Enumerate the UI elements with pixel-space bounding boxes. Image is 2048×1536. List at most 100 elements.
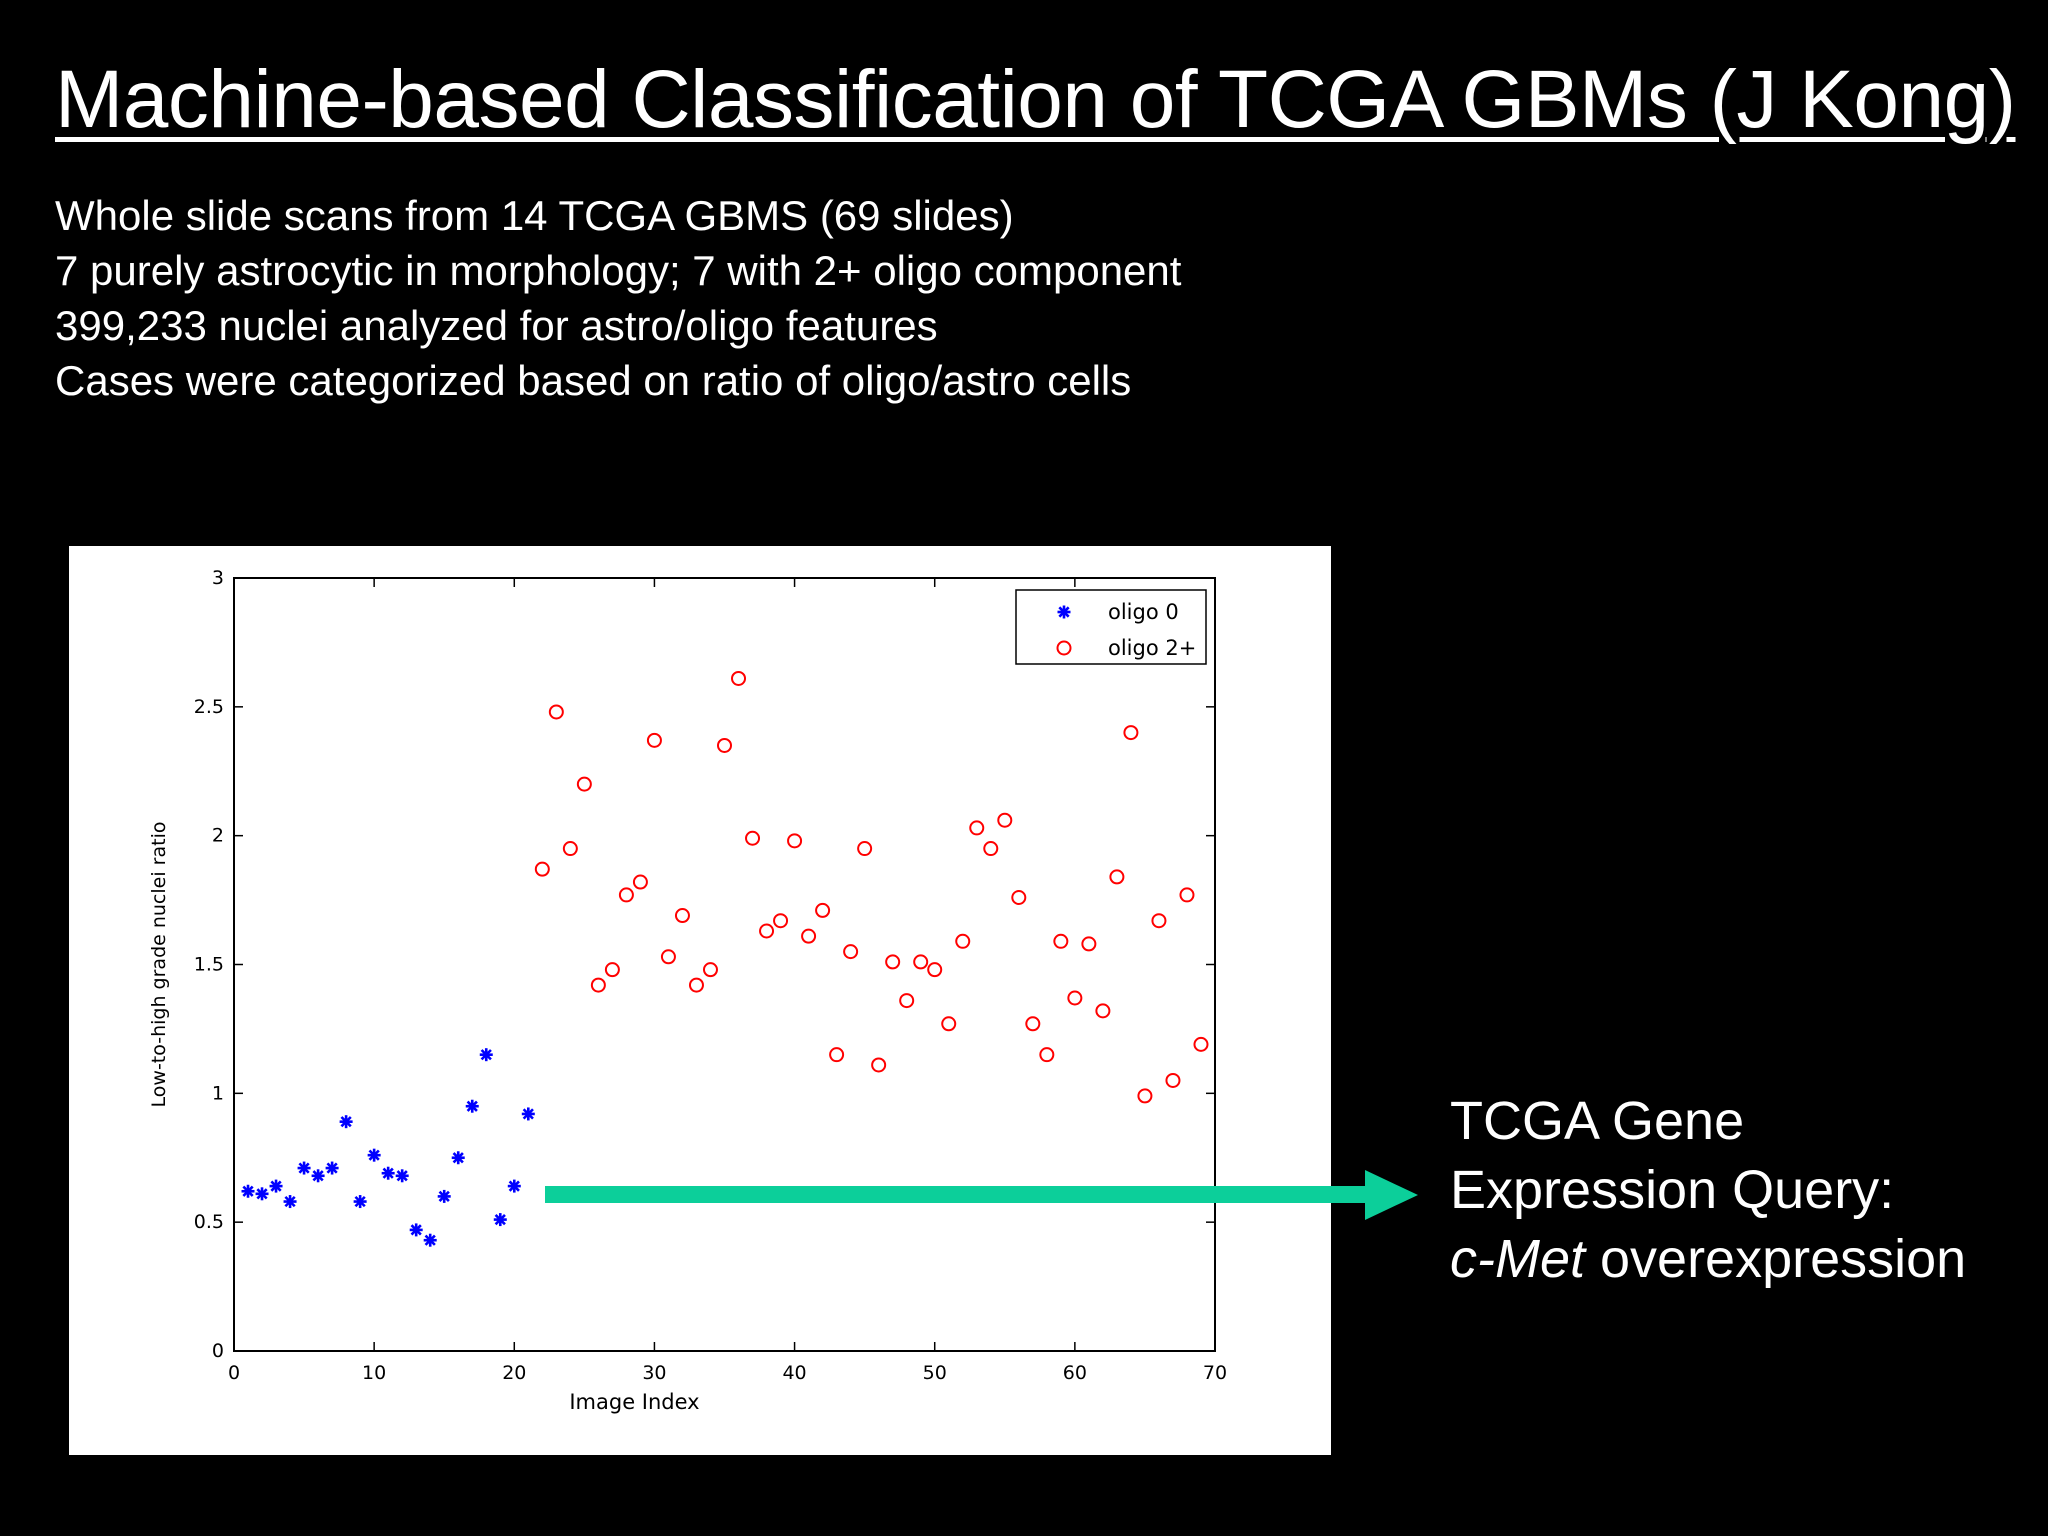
x-tick-label: 0 (228, 1362, 240, 1384)
oligo-2plus-point (534, 861, 550, 877)
oligo-0-point (479, 1048, 493, 1062)
legend-marker-oligo-2plus (1056, 640, 1072, 656)
oligo-2plus-point (674, 908, 690, 924)
oligo-0-point (241, 1184, 255, 1198)
y-tick-label: 0.5 (194, 1211, 224, 1233)
oligo-2plus-point (871, 1057, 887, 1073)
y-tick-label: 2 (212, 825, 224, 847)
oligo-2plus-point (815, 902, 831, 918)
x-tick-label: 70 (1203, 1362, 1227, 1384)
oligo-2plus-point (759, 923, 775, 939)
y-tick-label: 2.5 (194, 696, 224, 718)
oligo-2plus-point (1165, 1072, 1181, 1088)
oligo-2plus-point (562, 841, 578, 857)
oligo-2plus-point (1067, 990, 1083, 1006)
y-tick-label: 1 (212, 1082, 224, 1104)
oligo-2plus-point (646, 732, 662, 748)
y-tick-label: 3 (212, 567, 224, 589)
oligo-2plus-point (1151, 913, 1167, 929)
bullet-list: Whole slide scans from 14 TCGA GBMS (69 … (55, 188, 1181, 408)
y-axis-label: Low-to-high grade nuclei ratio (148, 822, 170, 1108)
oligo-2plus-point (1179, 887, 1195, 903)
bullet-item: Whole slide scans from 14 TCGA GBMS (69 … (55, 192, 1014, 239)
oligo-2plus-point (913, 954, 929, 970)
y-tick-label: 1.5 (194, 954, 224, 976)
oligo-0-point (423, 1233, 437, 1247)
callout-line-3-rest: overexpression (1585, 1229, 1967, 1289)
oligo-2plus-point (899, 993, 915, 1009)
oligo-0-point (255, 1187, 269, 1201)
oligo-0-point (353, 1195, 367, 1209)
x-axis-label: Image Index (569, 1390, 699, 1414)
oligo-2plus-point (941, 1016, 957, 1032)
oligo-2plus-point (1123, 725, 1139, 741)
bullet-item: 7 purely astrocytic in morphology; 7 wit… (55, 247, 1182, 294)
oligo-2plus-point (843, 944, 859, 960)
x-tick-label: 10 (362, 1362, 386, 1384)
oligo-0-point (311, 1169, 325, 1183)
oligo-2plus-point (983, 841, 999, 857)
oligo-2plus-point (702, 962, 718, 978)
bullet-item: 399,233 nuclei analyzed for astro/oligo … (55, 302, 938, 349)
callout-text: TCGA Gene Expression Query: c-Met overex… (1450, 1087, 1966, 1294)
bullet-item: Cases were categorized based on ratio of… (55, 357, 1132, 404)
oligo-0-point (507, 1179, 521, 1193)
oligo-2plus-point (927, 962, 943, 978)
oligo-2plus-point (1137, 1088, 1153, 1104)
oligo-0-point (493, 1213, 507, 1227)
oligo-2plus-point (1039, 1047, 1055, 1063)
oligo-0-point (521, 1107, 535, 1121)
oligo-2plus-point (688, 977, 704, 993)
oligo-0-point (325, 1161, 339, 1175)
oligo-2plus-point (632, 874, 648, 890)
oligo-2plus-point (787, 833, 803, 849)
legend-label: oligo 0 (1108, 600, 1179, 624)
oligo-2plus-point (1193, 1036, 1209, 1052)
arrow-shaft (545, 1186, 1370, 1203)
oligo-2plus-point (660, 949, 676, 965)
oligo-0-point (367, 1148, 381, 1162)
oligo-0-point (437, 1189, 451, 1203)
oligo-0-point (395, 1169, 409, 1183)
x-tick-label: 20 (502, 1362, 526, 1384)
oligo-2plus-point (1095, 1003, 1111, 1019)
x-tick-label: 40 (782, 1362, 806, 1384)
oligo-2plus-point (773, 913, 789, 929)
x-tick-label: 60 (1063, 1362, 1087, 1384)
y-tick-label: 0 (212, 1340, 224, 1362)
oligo-0-point (269, 1179, 283, 1193)
legend-box (1015, 589, 1207, 665)
oligo-0-point (409, 1223, 423, 1237)
arrow-head (1365, 1170, 1418, 1220)
oligo-2plus-point (717, 737, 732, 753)
oligo-0-point (297, 1161, 311, 1175)
oligo-2plus-point (618, 887, 634, 903)
oligo-2plus-point (731, 670, 747, 686)
oligo-0-point (283, 1195, 297, 1209)
oligo-0-point (451, 1151, 465, 1165)
legend-marker-oligo-0 (1057, 605, 1071, 619)
oligo-2plus-point (590, 977, 606, 993)
callout-line-3: c-Met overexpression (1450, 1225, 1966, 1294)
oligo-2plus-point (1109, 869, 1125, 885)
oligo-2plus-point (1053, 933, 1069, 949)
oligo-2plus-point (969, 820, 985, 836)
scatter-figure-panel: 0 10 20 30 40 50 60 70 0 0.5 1 1.5 2 2.5 3 Image Index L… (69, 546, 1331, 1455)
oligo-2plus-point (548, 704, 564, 720)
oligo-2plus-point (1081, 936, 1097, 952)
x-tick-label: 30 (642, 1362, 666, 1384)
callout-gene-name: c-Met (1450, 1229, 1585, 1289)
oligo-2plus-point (745, 830, 761, 846)
oligo-2plus-point (997, 812, 1013, 828)
oligo-2plus-point (801, 928, 817, 944)
scatter-chart: 0 10 20 30 40 50 60 70 0 0.5 1 1.5 2 2.5 3 Image Index L… (148, 567, 1227, 1414)
callout-line-2: Expression Query: (1450, 1160, 1895, 1220)
legend-label: oligo 2+ (1108, 636, 1196, 660)
oligo-0-point (339, 1115, 353, 1129)
oligo-2plus-point (604, 962, 620, 978)
oligo-2plus-point (576, 776, 592, 792)
oligo-2plus-point (829, 1047, 845, 1063)
oligo-2plus-point (1025, 1016, 1041, 1032)
x-tick-label: 50 (923, 1362, 947, 1384)
